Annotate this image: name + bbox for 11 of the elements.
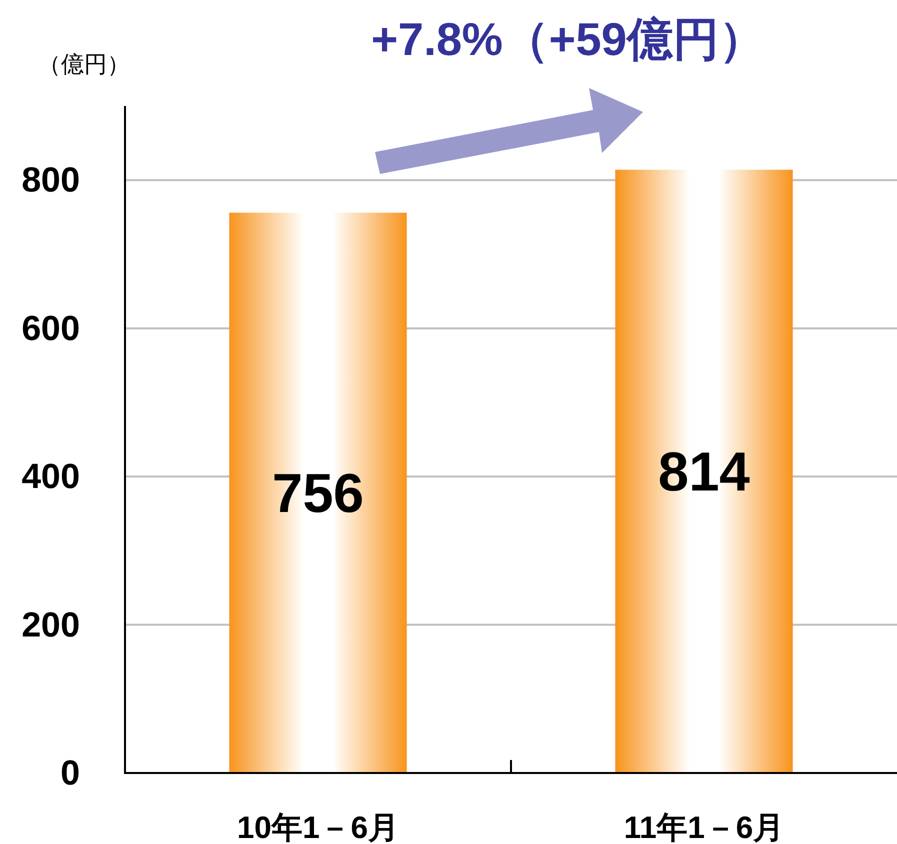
x-tick-label: 11年1－6月 bbox=[624, 810, 784, 844]
text: +7.8%（+59億円） bbox=[371, 13, 765, 65]
y-tick-label: 200 bbox=[22, 605, 80, 644]
x-tick-label: 10年1－6月 bbox=[237, 810, 399, 844]
y-axis-title: （億円） bbox=[38, 51, 130, 77]
y-tick-label: 0 bbox=[60, 754, 80, 792]
y-tick-label: 400 bbox=[22, 457, 80, 496]
y-tick-label: 600 bbox=[22, 308, 80, 348]
y-tick-label: 800 bbox=[22, 160, 80, 200]
data-label: 756 bbox=[272, 462, 364, 524]
data-label: 814 bbox=[658, 440, 750, 502]
